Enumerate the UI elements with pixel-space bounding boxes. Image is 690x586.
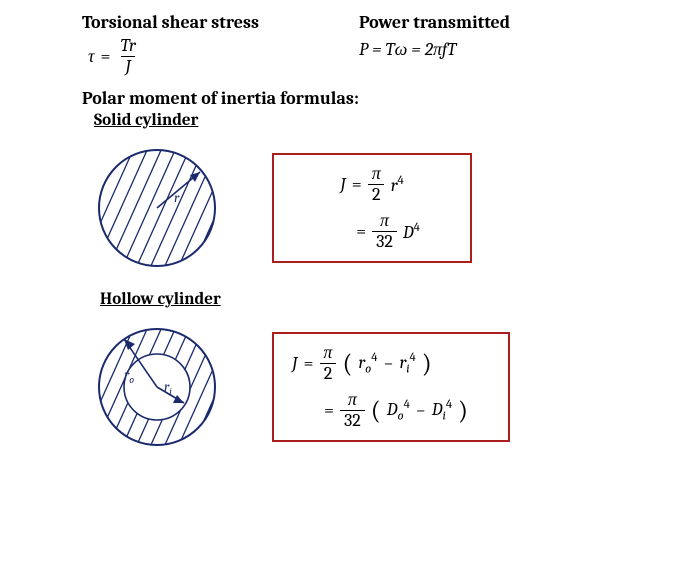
paren-close: ) <box>422 349 432 379</box>
hollow-frac2-den: 32 <box>340 410 365 430</box>
solid-frac2-num: π <box>376 212 393 231</box>
solid-formula-2: = π 32 D4 <box>292 212 452 251</box>
power-title: Power transmitted <box>359 12 510 33</box>
tau-fraction: Tr J <box>116 37 139 76</box>
torsional-stress-title: Torsional shear stress <box>82 12 259 33</box>
hollow-formula-2: = π 32 ( Do4 − Di4 ) <box>292 391 490 430</box>
solid-D: D4 <box>403 221 420 243</box>
torsional-stress-formula: τ = Tr J <box>88 37 259 76</box>
solid-formula-box: J = π 2 r4 = π 32 D4 <box>272 153 472 263</box>
paren-close: ) <box>458 396 468 426</box>
solid-J: J <box>340 174 345 195</box>
hollow-cylinder-sketch: ro ri <box>82 317 232 457</box>
top-row: Torsional shear stress τ = Tr J Power tr… <box>82 12 690 76</box>
solid-frac1-num: π <box>368 165 385 184</box>
solid-frac-2: π 32 <box>372 212 397 251</box>
solid-row: r J = π 2 r4 = π 32 D4 <box>82 138 690 278</box>
minus-sign: − <box>383 353 393 374</box>
paren-open: ( <box>342 349 352 379</box>
equals-sign: = <box>100 46 110 67</box>
solid-radius-label: r <box>174 189 180 206</box>
power-formula-text: P = Tω = 2πfT <box>359 39 456 60</box>
solid-radius-arrowhead <box>190 172 200 182</box>
paren-open: ( <box>371 396 381 426</box>
ri4: ri4 <box>399 351 415 377</box>
solid-formula-1: J = π 2 r4 <box>292 165 452 204</box>
hollow-frac1-den: 2 <box>320 363 337 383</box>
hollow-frac2-num: π <box>344 391 361 410</box>
hollow-row: ro ri J = π 2 ( ro4 − ri4 ) = π <box>82 317 690 457</box>
solid-cylinder-sketch: r <box>82 138 232 278</box>
hollow-J: J <box>292 353 297 374</box>
hollow-frac1-num: π <box>319 344 336 363</box>
Di4: Di4 <box>432 398 452 424</box>
polar-moment-title: Polar moment of inertia formulas: <box>82 88 690 109</box>
tau-frac-num: Tr <box>116 37 139 56</box>
ro-label: ro <box>124 366 134 386</box>
solid-label: Solid cylinder <box>94 111 690 130</box>
solid-r: r4 <box>391 174 404 196</box>
torsional-stress-block: Torsional shear stress τ = Tr J <box>82 12 259 76</box>
power-formula: P = Tω = 2πfT <box>359 39 510 60</box>
solid-frac1-den: 2 <box>368 184 385 204</box>
tau-symbol: τ <box>88 46 94 67</box>
ri-arrowhead <box>173 395 184 403</box>
page: Torsional shear stress τ = Tr J Power tr… <box>0 0 690 586</box>
ri-label: ri <box>164 378 172 398</box>
tau-frac-den: J <box>121 56 134 76</box>
Do4: Do4 <box>387 398 410 424</box>
hollow-formula-box: J = π 2 ( ro4 − ri4 ) = π 32 ( <box>272 332 510 442</box>
equals-sign: = <box>352 174 362 195</box>
hollow-frac-2: π 32 <box>340 391 365 430</box>
equals-sign: = <box>356 221 366 242</box>
power-block: Power transmitted P = Tω = 2πfT <box>359 12 510 76</box>
ro4: ro4 <box>358 351 377 377</box>
hollow-label: Hollow cylinder <box>100 290 690 309</box>
minus-sign: − <box>416 400 426 421</box>
hollow-frac-1: π 2 <box>319 344 336 383</box>
solid-frac-1: π 2 <box>368 165 385 204</box>
equals-sign: = <box>324 400 334 421</box>
solid-frac2-den: 32 <box>372 231 397 251</box>
hollow-formula-1: J = π 2 ( ro4 − ri4 ) <box>292 344 490 383</box>
equals-sign: = <box>303 353 313 374</box>
